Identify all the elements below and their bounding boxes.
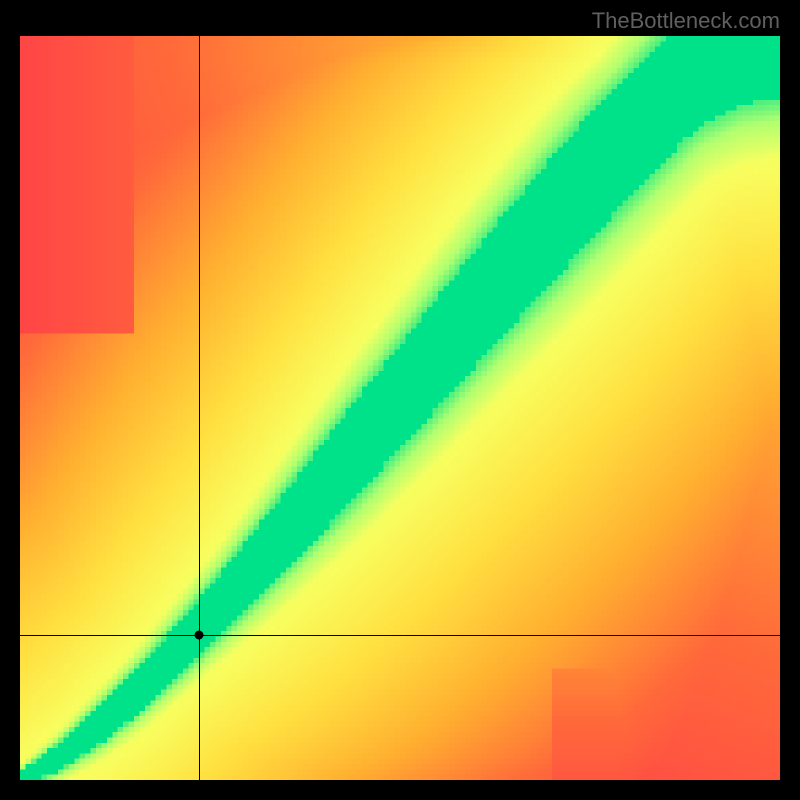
- marker-dot: [194, 630, 203, 639]
- heatmap-canvas: [20, 36, 780, 780]
- crosshair-vertical: [199, 36, 200, 780]
- crosshair-horizontal: [20, 635, 780, 636]
- plot-area: [20, 36, 780, 780]
- chart-container: TheBottleneck.com: [0, 0, 800, 800]
- watermark: TheBottleneck.com: [592, 8, 780, 34]
